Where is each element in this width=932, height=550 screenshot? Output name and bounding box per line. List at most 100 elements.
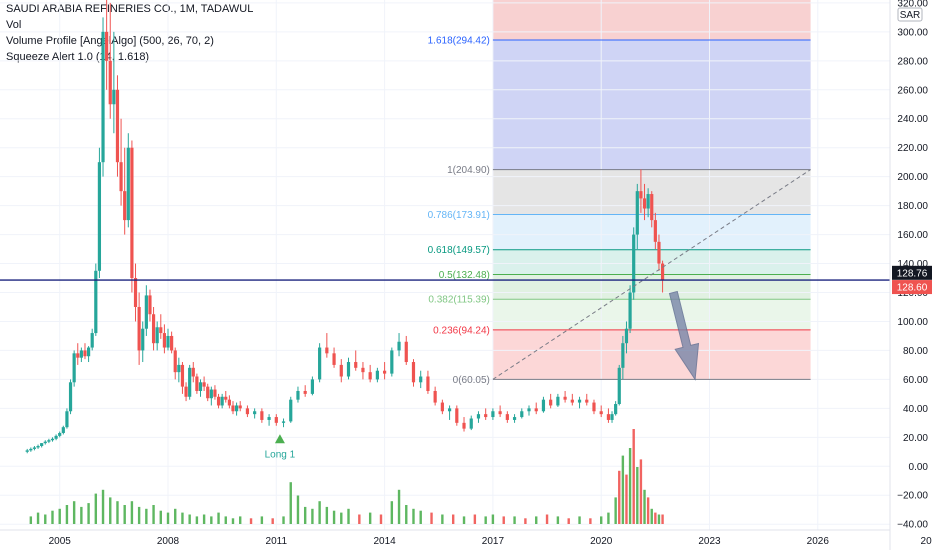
volume-bar [159, 510, 162, 524]
candle-body [491, 411, 495, 418]
candle-body [195, 376, 199, 391]
volume-bar [632, 429, 635, 524]
volume-bar [94, 493, 98, 524]
fib-label-0: 0(60.05) [453, 375, 490, 386]
candle-body [206, 386, 210, 399]
currency-badge[interactable] [897, 7, 923, 22]
volume-bar [628, 448, 632, 524]
candle-body [83, 350, 87, 357]
candle-body [61, 427, 65, 433]
volume-bar [231, 518, 235, 524]
volume-bar [202, 514, 206, 524]
candle-body [310, 379, 315, 394]
y-tick-label: 180.00 [897, 201, 928, 212]
candle-body [234, 405, 239, 412]
price-tag-label-1: 128.60 [897, 283, 928, 294]
candle-body [411, 362, 416, 383]
volume-bar [58, 508, 61, 524]
candle-body [227, 399, 231, 406]
candle-body [40, 443, 44, 447]
candle-body [346, 362, 351, 377]
long-signal-marker-icon [274, 434, 285, 444]
candle-body [534, 408, 538, 412]
candle-body [512, 417, 517, 420]
candle-body [72, 353, 76, 383]
candle-body [639, 191, 643, 199]
candle-body [368, 372, 372, 380]
volume-bar [600, 516, 603, 524]
volume-bar [491, 514, 495, 524]
volume-bar [174, 508, 177, 524]
candle-body [126, 147, 130, 221]
candle-body [50, 438, 55, 441]
candle-body [592, 402, 596, 412]
candle-body [54, 435, 58, 439]
candle-body [606, 414, 611, 420]
y-tick-label: 20.00 [903, 433, 928, 444]
y-tick-label: 0.00 [909, 462, 929, 473]
candle-body [94, 270, 98, 334]
candle-body [624, 328, 629, 344]
candle-body [253, 411, 257, 415]
y-tick-label: 220.00 [897, 143, 928, 154]
x-tick-label: 2017 [482, 536, 505, 547]
chart-title: SAUDI ARABIA REFINERIES CO., 1M, TADAWUL [6, 3, 254, 15]
candle-body [162, 333, 166, 348]
y-tick-label: −20.00 [897, 491, 928, 502]
candle-body [484, 414, 488, 418]
x-tick-label: 2020 [590, 536, 613, 547]
candle-body [289, 399, 293, 422]
volume-bar [646, 497, 650, 524]
volume-bar [325, 506, 329, 524]
candle-body [68, 382, 73, 412]
volume-bar [166, 512, 170, 524]
candle-body [361, 367, 365, 373]
candle-body [426, 376, 430, 391]
volume-bar [239, 516, 242, 524]
volume-bar [249, 518, 253, 524]
candle-body [159, 327, 163, 334]
y-tick-label: 240.00 [897, 114, 928, 125]
volume-bar [318, 501, 321, 524]
volume-bar [109, 497, 112, 524]
volume-bar [625, 474, 628, 524]
candle-body [209, 389, 213, 399]
candle-body [549, 399, 553, 406]
candle-body [635, 191, 639, 235]
fib-label-1: 1(204.90) [447, 165, 490, 176]
volume-bar [657, 514, 661, 524]
candle-body [390, 350, 394, 374]
volume-bar [145, 508, 148, 524]
volume-bar [484, 516, 487, 524]
x-tick-label: 2023 [698, 536, 721, 547]
fib-label-0.236: 0.236(94.24) [433, 325, 490, 336]
candle-body [137, 306, 141, 351]
volume-bar [390, 501, 394, 524]
candle-body [133, 278, 138, 307]
y-tick-label: 300.00 [897, 27, 928, 38]
volume-bar [636, 467, 639, 524]
candle-body [188, 367, 192, 397]
volume-bar [271, 518, 274, 524]
projection-arrow [668, 290, 700, 381]
candle-body [220, 396, 224, 406]
candle-body [216, 396, 221, 406]
volume-bar [654, 512, 657, 524]
candle-body [527, 408, 531, 412]
candle-body [245, 408, 250, 415]
volume-bar [210, 516, 213, 524]
candle-body [101, 31, 105, 163]
squeeze-alert-label: Squeeze Alert 1.0 (14, 1.618) [6, 51, 150, 63]
volume-bar [650, 508, 653, 524]
volume-bar [589, 518, 592, 524]
x-tick-label: 2026 [807, 536, 830, 547]
volume-bar [397, 489, 401, 524]
candle-body [238, 405, 242, 409]
candle-body [599, 411, 603, 415]
candle-body [660, 263, 665, 281]
volume-bar [65, 505, 69, 524]
volume-bar [332, 510, 336, 524]
candle-body [383, 370, 387, 374]
fib-zone [492, 39, 811, 170]
